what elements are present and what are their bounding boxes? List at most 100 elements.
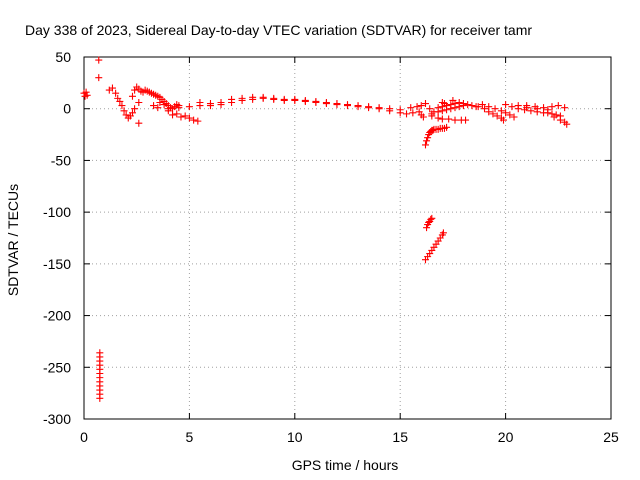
data-point	[409, 109, 417, 117]
data-point	[396, 106, 404, 114]
x-tick-labels: 0 5 10 15 20 25	[80, 429, 619, 445]
series-outliers-high	[95, 56, 143, 107]
data-point	[451, 104, 459, 112]
data-point	[506, 111, 514, 119]
y-tick-label: 0	[63, 101, 71, 117]
data-point	[82, 88, 90, 96]
data-point	[194, 117, 202, 125]
data-point	[443, 123, 451, 131]
data-point	[120, 107, 128, 115]
data-point	[112, 89, 120, 97]
x-tick-label: 15	[392, 429, 408, 445]
data-point	[491, 105, 499, 113]
data-point	[291, 95, 299, 103]
data-point	[228, 95, 236, 103]
data-point	[164, 105, 172, 113]
data-point	[474, 103, 482, 111]
data-point	[462, 116, 470, 124]
data-point	[375, 104, 383, 112]
data-point	[217, 99, 225, 107]
data-point	[150, 102, 158, 110]
data-point	[83, 91, 91, 99]
data-point	[333, 100, 341, 108]
data-point	[280, 95, 288, 103]
data-point	[510, 113, 518, 121]
data-point	[96, 394, 104, 402]
plot-frame	[83, 56, 612, 420]
data-point	[459, 102, 467, 110]
data-point	[365, 103, 373, 111]
data-point	[419, 113, 427, 121]
y-tick-labels: 50 0 -50 -100 -150 -200 -250 -300	[43, 49, 71, 427]
data-point	[423, 224, 431, 232]
data-point	[554, 102, 562, 110]
data-point	[206, 100, 214, 108]
data-point	[447, 105, 455, 113]
data-point	[128, 92, 136, 100]
data-point	[428, 214, 436, 222]
data-point	[160, 101, 168, 109]
data-point	[548, 103, 556, 111]
data-point	[259, 93, 267, 101]
data-point	[344, 101, 351, 109]
series-low-track-a	[423, 214, 436, 232]
data-point	[451, 116, 459, 124]
y-tick-label: -300	[43, 411, 71, 427]
data-point	[445, 115, 453, 123]
data-point	[354, 102, 362, 110]
data-point	[322, 99, 330, 107]
data-point	[502, 101, 510, 109]
data-point	[128, 109, 136, 117]
data-point	[413, 103, 421, 111]
data-point	[493, 112, 501, 120]
data-point	[427, 215, 435, 223]
x-tick-label: 10	[287, 429, 303, 445]
data-point	[563, 120, 571, 128]
x-tick-label: 5	[186, 429, 194, 445]
x-tick-label: 20	[498, 429, 514, 445]
data-point	[464, 101, 472, 109]
data-point	[116, 97, 124, 105]
series-vertical-cluster	[96, 349, 104, 402]
data-point	[523, 104, 531, 112]
data-point	[449, 96, 457, 104]
data-point	[173, 110, 181, 118]
data-point	[478, 101, 486, 109]
data-point	[95, 56, 103, 64]
data-point	[238, 94, 246, 102]
data-point	[108, 84, 116, 92]
data-point	[154, 104, 162, 112]
data-point	[428, 112, 436, 120]
data-point	[407, 104, 415, 112]
data-point	[417, 102, 425, 110]
data-point	[533, 105, 541, 113]
data-point	[423, 137, 431, 145]
data-point	[499, 116, 507, 124]
data-point	[403, 110, 411, 118]
data-point	[196, 99, 204, 107]
data-point	[439, 229, 447, 237]
data-point	[135, 119, 143, 127]
data-point	[426, 105, 434, 113]
data-point	[156, 99, 164, 107]
chart-title: Day 338 of 2023, Sidereal Day-to-day VTE…	[25, 22, 532, 38]
data-point	[556, 116, 564, 124]
data-point	[508, 103, 516, 111]
x-tick-label: 0	[80, 429, 88, 445]
data-point	[185, 103, 193, 111]
data-point	[301, 96, 309, 104]
y-tick-label: -150	[43, 256, 71, 272]
data-point	[249, 93, 257, 101]
data-point	[312, 97, 320, 105]
axis-ticks	[83, 56, 612, 420]
data-point	[95, 74, 103, 82]
y-tick-label: -200	[43, 308, 71, 324]
data-point	[485, 103, 493, 111]
data-point	[131, 105, 139, 113]
y-tick-label: -250	[43, 359, 71, 375]
data-point	[177, 113, 185, 121]
data-point	[497, 107, 505, 115]
data-point	[468, 102, 476, 110]
data-point	[502, 109, 510, 117]
x-tick-label: 25	[603, 429, 619, 445]
